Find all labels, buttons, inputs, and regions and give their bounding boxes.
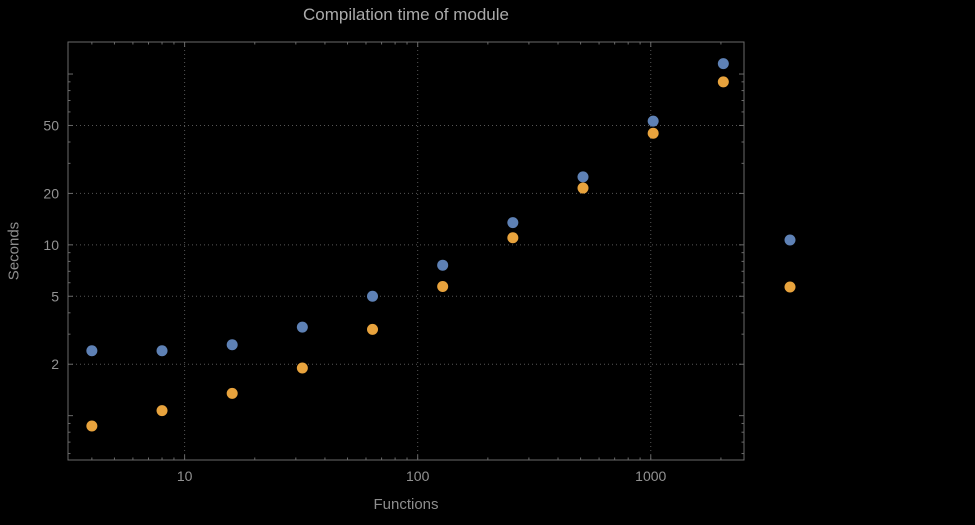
data-point: [577, 182, 589, 194]
y-tick-label: 20: [43, 185, 59, 201]
data-point: [367, 290, 379, 302]
y-tick-label: 50: [43, 117, 59, 133]
data-point: [507, 232, 519, 244]
data-point: [156, 405, 168, 417]
legend-marker: [784, 234, 796, 246]
x-axis-label: Functions: [373, 496, 439, 513]
x-tick-label: 1000: [635, 468, 666, 484]
data-point: [717, 58, 729, 70]
data-point: [437, 259, 449, 271]
data-point: [437, 281, 449, 293]
data-point: [226, 387, 238, 399]
x-tick-label: 10: [177, 468, 193, 484]
data-point: [577, 171, 589, 183]
data-point: [647, 127, 659, 139]
y-tick-label: 5: [51, 288, 59, 304]
data-point: [86, 345, 98, 357]
y-axis-label: Seconds: [5, 221, 23, 281]
y-tick-label: 10: [43, 237, 59, 253]
data-point: [226, 339, 238, 351]
data-point: [717, 76, 729, 88]
data-point: [296, 362, 308, 374]
data-point: [86, 420, 98, 432]
plot-frame: [67, 41, 745, 461]
data-point: [507, 217, 519, 229]
x-tick-label: 100: [406, 468, 430, 484]
data-point: [367, 323, 379, 335]
chart-title: Compilation time of module: [303, 5, 509, 24]
data-point: [647, 115, 659, 127]
legend-marker: [784, 281, 796, 293]
data-point: [156, 345, 168, 357]
y-tick-label: 2: [51, 356, 59, 372]
data-point: [296, 321, 308, 333]
